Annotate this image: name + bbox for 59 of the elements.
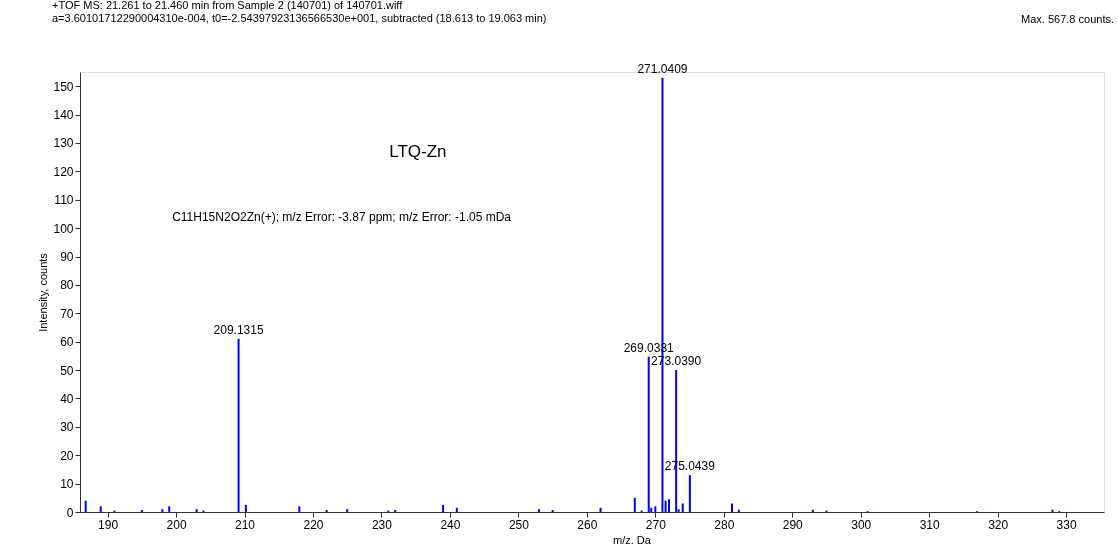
annotation: 209.1315 — [213, 322, 264, 337]
y-tick-label: 40 — [60, 391, 74, 406]
bar — [244, 504, 247, 512]
y-tick-label: 150 — [53, 79, 74, 94]
bar — [298, 506, 301, 512]
x-tick-label: 330 — [1056, 517, 1077, 532]
bar — [647, 356, 650, 512]
y-tick-label: 0 — [66, 505, 74, 520]
bar — [195, 509, 198, 512]
y-tick-label: 30 — [60, 420, 74, 435]
bar — [633, 497, 636, 512]
bar — [442, 504, 445, 512]
bar — [99, 506, 102, 512]
bar — [84, 500, 87, 512]
bar — [654, 506, 657, 512]
x-tick-label: 190 — [98, 517, 119, 532]
bar — [688, 475, 691, 512]
bar — [668, 499, 671, 512]
x-tick-label: 260 — [577, 517, 598, 532]
y-tick-label: 20 — [60, 448, 74, 463]
x-tick-label: 320 — [988, 517, 1009, 532]
y-tick-label: 130 — [53, 136, 74, 151]
bar — [664, 500, 667, 512]
text: Max. 567.8 counts. — [1021, 13, 1114, 25]
x-axis-title: m/z, Da — [612, 533, 652, 544]
bar — [237, 338, 240, 512]
bar — [346, 509, 349, 512]
chart-subtitle: a=3.60101712290004310e-004, t0=-2.54397923136566530e+001, subtracted (18.613 to 19.063 min) — [52, 12, 547, 24]
annotation: 271.0409 — [637, 61, 688, 76]
y-axis-title: Intensity, counts — [37, 252, 50, 332]
x-tick-label: 250 — [508, 517, 530, 532]
y-tick-label: 80 — [60, 278, 74, 293]
bar — [681, 503, 684, 512]
annotation: LTQ-Zn — [389, 142, 447, 161]
x-tick-label: 300 — [851, 517, 872, 532]
y-tick-label: 90 — [60, 250, 74, 265]
y-tick-label: 140 — [53, 108, 74, 123]
x-tick-label: 240 — [440, 517, 461, 532]
y-tick-label: 70 — [60, 306, 74, 321]
y-tick-label: 50 — [60, 363, 74, 378]
x-tick-label: 210 — [235, 517, 256, 532]
annotation: C11H15N2O2Zn(+); m/z Error: -3.87 ppm; m/z Error: -1.05 mDa — [172, 210, 512, 224]
bar — [168, 506, 171, 512]
x-tick-label: 200 — [166, 517, 187, 532]
x-tick-label: 280 — [714, 517, 735, 532]
chart-title: +TOF MS: 21.261 to 21.460 min from Sample 2 (140701) of 140701.wiff — [52, 0, 404, 11]
x-tick-label: 270 — [645, 517, 667, 532]
y-tick-label: 60 — [60, 335, 74, 350]
y-tick-label: 110 — [54, 193, 74, 208]
bar — [537, 509, 540, 512]
bar — [731, 503, 734, 512]
bar — [161, 509, 164, 512]
y-tick-label: 100 — [53, 221, 74, 236]
x-tick-label: 220 — [303, 517, 324, 532]
x-tick-label: 230 — [371, 517, 393, 532]
y-tick-label: 10 — [60, 477, 74, 492]
x-tick-label: 310 — [919, 517, 941, 532]
y-tick-label: 120 — [53, 164, 74, 179]
x-tick-label: 290 — [782, 517, 804, 532]
